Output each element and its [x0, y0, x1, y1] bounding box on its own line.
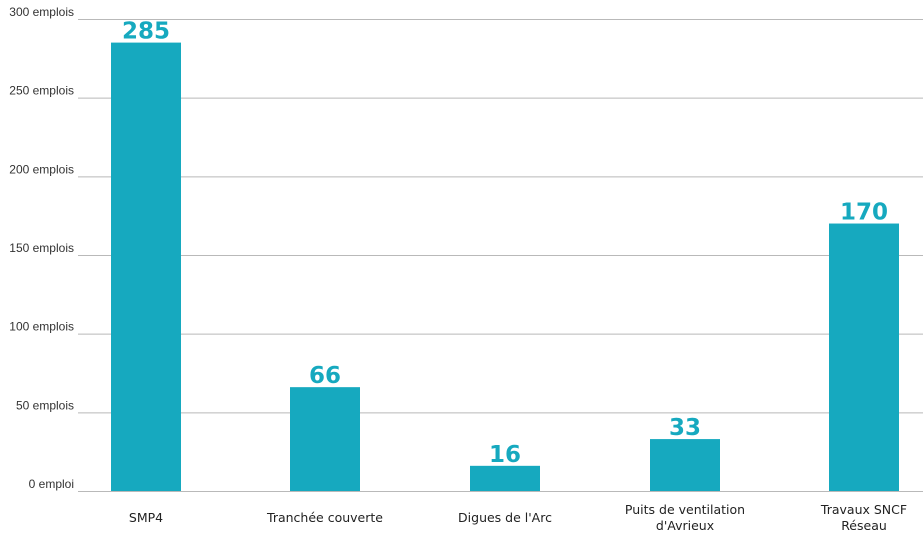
x-tick-label: SMP4: [129, 510, 163, 525]
x-tick-label: Puits de ventilation: [625, 502, 745, 517]
x-tick-label: Tranchée couverte: [266, 510, 383, 525]
data-label: 16: [489, 442, 521, 468]
bar: [290, 387, 360, 491]
y-tick-label: 0 emploi: [29, 477, 74, 491]
y-tick-label: 150 emplois: [9, 241, 74, 255]
x-tick-label: d'Avrieux: [656, 518, 714, 533]
x-tick-label: Réseau: [841, 518, 887, 533]
x-tick-label: Travaux SNCF: [820, 502, 907, 517]
x-axis-tick-labels: SMP4 Tranchée couverte Digues de l'Arc Puit…: [129, 502, 907, 533]
y-tick-label: 300 emplois: [9, 5, 74, 19]
bar: [111, 42, 181, 491]
y-tick-label: 250 emplois: [9, 84, 74, 98]
data-label: 33: [669, 415, 701, 441]
y-axis-tick-labels: 0 emploi 50 emplois 100 emplois 150 emplois…: [9, 5, 74, 491]
data-label: 285: [122, 19, 170, 45]
x-tick-label: Digues de l'Arc: [458, 510, 552, 525]
data-labels: 285 66 16 33 170: [122, 19, 888, 468]
bar: [650, 439, 720, 491]
bars: [111, 42, 899, 492]
y-tick-label: 100 emplois: [9, 320, 74, 334]
data-label: 66: [309, 363, 341, 389]
y-tick-label: 50 emplois: [16, 398, 74, 412]
data-label: 170: [840, 200, 888, 226]
bar: [829, 223, 899, 492]
gridlines: [78, 19, 923, 492]
bar: [470, 465, 540, 491]
y-tick-label: 200 emplois: [9, 162, 74, 176]
